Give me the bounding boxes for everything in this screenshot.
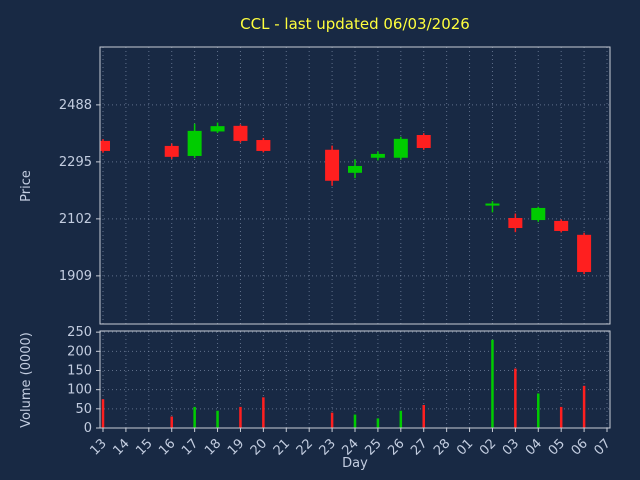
day-tick-label: 06 [569, 436, 591, 458]
volume-bar [101, 399, 105, 428]
volume-bar [239, 406, 242, 428]
volume-bar [399, 410, 403, 428]
day-tick-label: 20 [248, 436, 270, 458]
candle-body [256, 140, 271, 151]
day-tick-label: 16 [156, 436, 178, 458]
candle-body [485, 203, 500, 206]
candle-body [393, 138, 408, 158]
day-tick-label: 26 [385, 436, 407, 458]
day-tick-label: 17 [179, 436, 201, 458]
volume-bar [491, 339, 494, 428]
plot-border [99, 330, 611, 429]
volume-tick-label: 100 [67, 383, 92, 398]
day-tick-label: 07 [592, 436, 614, 458]
candle-body [210, 126, 225, 132]
candle-body [577, 234, 592, 273]
candle-body [164, 145, 179, 157]
volume-bar [353, 414, 357, 428]
candle-body [508, 217, 523, 229]
day-tick-label: 27 [408, 436, 430, 458]
volume-bar [262, 397, 265, 428]
candle-body [416, 135, 431, 148]
volume-bar [514, 368, 517, 428]
price-tick-label: 2295 [59, 155, 92, 170]
candle-body [348, 166, 362, 173]
axes-layer: 13 14 15 16 17 18 19 20 21 22 23 24 25 26 27 28 01 02 03 04… [59, 46, 614, 459]
day-tick-label: 14 [110, 436, 132, 458]
volume-tick-label: 200 [67, 344, 92, 359]
day-tick-label: 01 [454, 436, 476, 458]
volume-bar [170, 416, 173, 428]
day-tick-label: 03 [500, 436, 522, 458]
candle-body [100, 140, 110, 151]
chart-title: CCL - last updated 06/03/2026 [240, 15, 470, 33]
volume-bar [537, 393, 540, 428]
plot-border [99, 46, 611, 325]
day-tick-label: 19 [225, 436, 247, 458]
volume-tick-label: 50 [75, 402, 92, 417]
price-tick-label: 2488 [59, 98, 92, 113]
day-tick-label: 23 [317, 436, 339, 458]
volume-bar [582, 385, 586, 428]
day-tick-label: 15 [133, 436, 155, 458]
price-tick-label: 2102 [59, 212, 92, 227]
volume-axis-label: Volume (0000) [19, 332, 34, 428]
day-tick-label: 22 [294, 436, 316, 458]
gridlines-layer [100, 47, 610, 429]
day-tick-label: 05 [546, 436, 568, 458]
volume-bar [193, 406, 196, 428]
volume-tick-label: 250 [67, 325, 92, 340]
price-tick-label: 1909 [59, 269, 92, 284]
candle-body [554, 220, 569, 231]
candle-body [531, 207, 546, 221]
day-tick-label: 02 [477, 436, 499, 458]
volume-bar [559, 406, 563, 428]
x-axis-label: Day [342, 456, 368, 471]
day-tick-label: 13 [88, 436, 110, 458]
day-tick-label: 28 [431, 436, 453, 458]
series-layer [100, 122, 592, 428]
candle-body [325, 149, 340, 181]
day-tick-label: 18 [202, 436, 224, 458]
price-axis-label: Price [19, 170, 34, 202]
day-tick-label: 21 [271, 436, 293, 458]
volume-bar [422, 404, 425, 428]
candle-body [187, 130, 202, 156]
volume-bar [376, 418, 380, 428]
candle-body [233, 125, 248, 141]
volume-bar [330, 412, 334, 428]
volume-bars-group [101, 339, 586, 428]
volume-tick-label: 150 [67, 363, 92, 378]
candle-body [370, 153, 385, 158]
volume-bar [216, 410, 219, 428]
candles-group [100, 122, 592, 275]
day-tick-label: 04 [523, 436, 545, 458]
volume-tick-label: 0 [84, 421, 92, 436]
